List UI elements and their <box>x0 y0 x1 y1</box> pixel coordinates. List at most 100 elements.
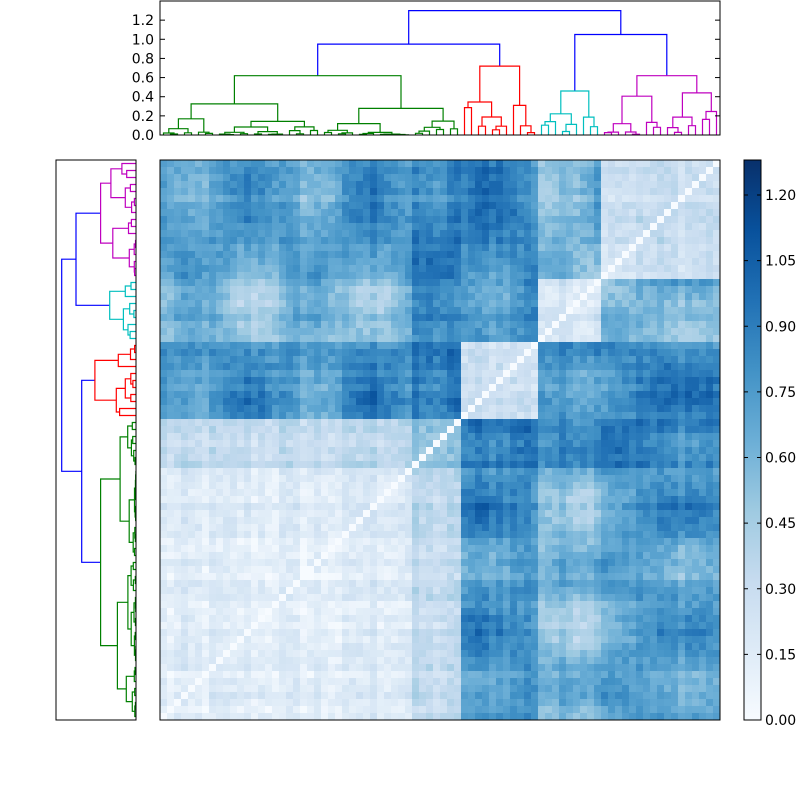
heatmap-cell <box>342 314 350 322</box>
heatmap-cell <box>643 335 651 343</box>
heatmap-cell <box>426 363 434 371</box>
heatmap-cell <box>405 202 413 210</box>
heatmap-cell <box>615 272 623 280</box>
heatmap-cell <box>279 454 287 462</box>
heatmap-cell <box>188 174 196 182</box>
heatmap-cell <box>356 244 364 252</box>
heatmap-cell <box>223 209 231 217</box>
heatmap-cell <box>636 286 644 294</box>
heatmap-cell <box>440 517 448 525</box>
heatmap-cell <box>349 251 357 259</box>
heatmap-cell <box>433 370 441 378</box>
heatmap-cell <box>391 538 399 546</box>
heatmap-cell <box>300 314 308 322</box>
top-dendrogram-link <box>495 125 508 135</box>
heatmap-cell <box>174 391 182 399</box>
heatmap-cell <box>391 251 399 259</box>
heatmap-cell <box>566 328 574 336</box>
heatmap-cell <box>202 580 210 588</box>
heatmap-cell <box>188 419 196 427</box>
heatmap-cell <box>384 181 392 189</box>
top-dendrogram-link <box>435 128 445 135</box>
heatmap-cell <box>622 188 630 196</box>
heatmap-cell <box>272 517 280 525</box>
heatmap-cell <box>286 356 294 364</box>
heatmap-cell <box>398 230 406 238</box>
top-dendrogram-link <box>666 127 679 135</box>
heatmap-cell <box>174 447 182 455</box>
heatmap-cell <box>314 398 322 406</box>
heatmap-cell <box>181 545 189 553</box>
heatmap-cell <box>538 489 546 497</box>
heatmap-cell <box>272 419 280 427</box>
heatmap-cell <box>559 566 567 574</box>
heatmap-cell <box>447 461 455 469</box>
heatmap-cell <box>699 174 707 182</box>
heatmap-cell <box>475 412 483 420</box>
heatmap-cell <box>580 195 588 203</box>
top-dendrogram-link <box>636 75 698 97</box>
heatmap-cell <box>678 307 686 315</box>
heatmap-cell <box>426 475 434 483</box>
heatmap-cell <box>608 377 616 385</box>
heatmap-cell <box>685 552 693 560</box>
heatmap-cell <box>601 489 609 497</box>
heatmap-cell <box>335 279 343 287</box>
heatmap-cell <box>643 496 651 504</box>
heatmap-cell <box>293 209 301 217</box>
heatmap-cell <box>223 342 231 350</box>
heatmap-cell <box>587 237 595 245</box>
heatmap-cell <box>601 573 609 581</box>
heatmap-cell <box>342 167 350 175</box>
heatmap-cell <box>489 496 497 504</box>
heatmap-cell <box>321 265 329 273</box>
heatmap-cell <box>531 251 539 259</box>
heatmap-cell <box>300 293 308 301</box>
heatmap-cell <box>391 447 399 455</box>
heatmap-cell <box>517 412 525 420</box>
heatmap-cell <box>594 398 602 406</box>
heatmap-cell <box>335 328 343 336</box>
heatmap-cell <box>167 342 175 350</box>
heatmap-cell <box>188 195 196 203</box>
heatmap-cell <box>685 573 693 581</box>
heatmap-cell <box>510 370 518 378</box>
heatmap-cell <box>559 272 567 280</box>
heatmap-cell <box>202 510 210 518</box>
heatmap-cell <box>566 573 574 581</box>
heatmap-cell <box>349 454 357 462</box>
heatmap-cell <box>272 538 280 546</box>
heatmap-cell <box>531 300 539 308</box>
heatmap-cell <box>482 468 490 476</box>
heatmap-cell <box>594 454 602 462</box>
heatmap-cell <box>237 244 245 252</box>
heatmap-cell <box>307 223 315 231</box>
heatmap-cell <box>405 454 413 462</box>
heatmap-cell <box>615 258 623 266</box>
heatmap-cell <box>405 559 413 567</box>
heatmap-cell <box>160 517 168 525</box>
heatmap-cell <box>713 552 721 560</box>
heatmap-cell <box>328 307 336 315</box>
heatmap-cell <box>272 503 280 511</box>
heatmap-cell <box>195 454 203 462</box>
heatmap-cell <box>552 440 560 448</box>
top-dendrogram-link <box>681 92 712 118</box>
heatmap-cell <box>636 440 644 448</box>
heatmap-cell <box>307 167 315 175</box>
heatmap-cell <box>671 216 679 224</box>
heatmap-cell <box>657 510 665 518</box>
heatmap-cell <box>265 545 273 553</box>
heatmap-cell <box>489 531 497 539</box>
heatmap-cell <box>713 328 721 336</box>
heatmap-cell <box>426 531 434 539</box>
heatmap-cell <box>251 573 259 581</box>
heatmap-cell <box>447 293 455 301</box>
heatmap-cell <box>440 559 448 567</box>
heatmap-cell <box>559 524 567 532</box>
heatmap-cell <box>531 517 539 525</box>
heatmap-cell <box>209 440 217 448</box>
heatmap-cell <box>356 370 364 378</box>
heatmap-cell <box>510 251 518 259</box>
heatmap-cell <box>475 440 483 448</box>
